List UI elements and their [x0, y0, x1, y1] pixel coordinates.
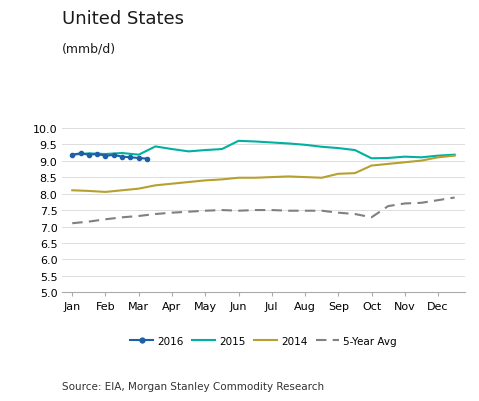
- 5-Year Avg: [152, 212, 158, 217]
- 2014: [452, 154, 457, 159]
- 2016: [69, 153, 75, 158]
- 5-Year Avg: [252, 208, 258, 213]
- 2015: [285, 142, 291, 146]
- 2016: [94, 152, 100, 157]
- 2016: [78, 152, 83, 156]
- 5-Year Avg: [219, 208, 225, 213]
- 2016: [144, 157, 150, 162]
- 2014: [219, 178, 225, 182]
- 5-Year Avg: [136, 214, 142, 219]
- 2015: [269, 141, 274, 146]
- 2014: [402, 160, 408, 165]
- 2015: [335, 146, 341, 151]
- 5-Year Avg: [203, 209, 208, 214]
- 5-Year Avg: [319, 209, 324, 214]
- 2015: [452, 153, 457, 158]
- Line: 2014: 2014: [72, 156, 455, 192]
- Line: 2016: 2016: [70, 152, 149, 161]
- 5-Year Avg: [119, 215, 125, 220]
- Line: 5-Year Avg: 5-Year Avg: [72, 198, 455, 224]
- 2014: [369, 164, 375, 168]
- Text: United States: United States: [62, 10, 184, 28]
- 5-Year Avg: [402, 202, 408, 207]
- 2014: [103, 190, 108, 195]
- 2014: [319, 176, 324, 181]
- 5-Year Avg: [335, 211, 341, 216]
- 2015: [103, 152, 108, 157]
- 2015: [169, 147, 175, 152]
- 2014: [86, 189, 92, 194]
- 2015: [385, 156, 391, 161]
- 5-Year Avg: [103, 217, 108, 222]
- 2015: [435, 154, 441, 159]
- 2016: [119, 155, 125, 160]
- 2015: [203, 148, 208, 153]
- 2014: [69, 188, 75, 193]
- 2015: [352, 148, 358, 153]
- 2015: [402, 155, 408, 160]
- 2015: [369, 156, 375, 161]
- 2014: [136, 187, 142, 192]
- 5-Year Avg: [369, 215, 375, 220]
- 2015: [236, 139, 241, 144]
- 2014: [419, 159, 424, 164]
- 2015: [186, 150, 192, 154]
- 2014: [302, 175, 308, 180]
- 2014: [285, 174, 291, 179]
- Text: (mmb/d): (mmb/d): [62, 42, 116, 55]
- 2015: [319, 145, 324, 150]
- 2014: [252, 176, 258, 181]
- 2014: [203, 178, 208, 183]
- Line: 2015: 2015: [72, 142, 455, 159]
- 5-Year Avg: [285, 209, 291, 214]
- 2014: [352, 171, 358, 176]
- 2015: [86, 152, 92, 156]
- 2015: [252, 140, 258, 144]
- 2016: [103, 154, 108, 159]
- Legend: 2016, 2015, 2014, 5-Year Avg: 2016, 2015, 2014, 5-Year Avg: [126, 332, 400, 350]
- 2016: [127, 156, 133, 160]
- 2014: [335, 172, 341, 177]
- 2015: [419, 156, 424, 160]
- 2015: [69, 153, 75, 158]
- 5-Year Avg: [302, 209, 308, 214]
- 5-Year Avg: [86, 220, 92, 225]
- 2014: [269, 175, 274, 180]
- 2015: [119, 151, 125, 156]
- 5-Year Avg: [452, 196, 457, 200]
- 2016: [136, 156, 142, 161]
- 2014: [236, 176, 241, 181]
- 2014: [119, 188, 125, 193]
- 5-Year Avg: [419, 201, 424, 206]
- Text: Source: EIA, Morgan Stanley Commodity Research: Source: EIA, Morgan Stanley Commodity Re…: [62, 381, 324, 391]
- 2014: [169, 182, 175, 186]
- 2015: [302, 143, 308, 148]
- 5-Year Avg: [236, 209, 241, 214]
- 5-Year Avg: [69, 221, 75, 226]
- 2014: [186, 180, 192, 185]
- 5-Year Avg: [385, 204, 391, 209]
- 5-Year Avg: [435, 198, 441, 203]
- 2015: [152, 145, 158, 150]
- 2014: [435, 156, 441, 160]
- 2016: [86, 153, 92, 158]
- 5-Year Avg: [169, 211, 175, 216]
- 2015: [219, 147, 225, 152]
- 2016: [111, 153, 117, 158]
- 2015: [136, 153, 142, 158]
- 5-Year Avg: [269, 208, 274, 213]
- 2014: [152, 184, 158, 188]
- 5-Year Avg: [186, 210, 192, 215]
- 2014: [385, 162, 391, 167]
- 5-Year Avg: [352, 212, 358, 217]
